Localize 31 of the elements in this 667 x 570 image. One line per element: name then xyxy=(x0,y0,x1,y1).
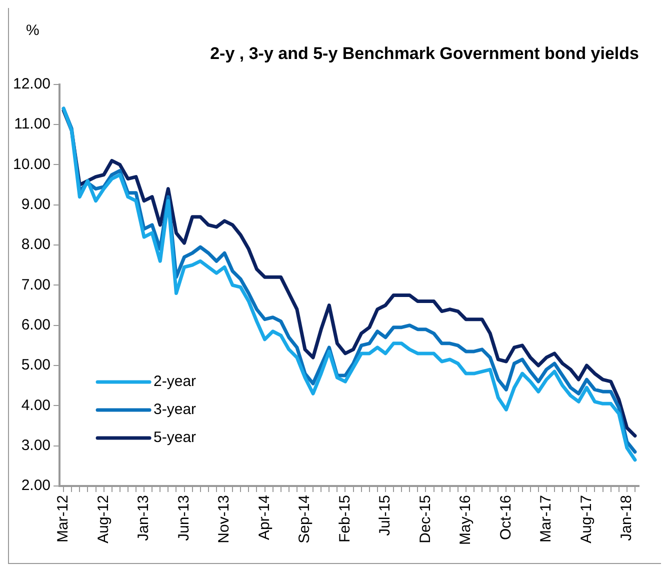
x-tick-label: Jan-13 xyxy=(135,494,152,541)
x-tick-label: Mar-17 xyxy=(538,494,555,542)
y-tick-label: 11.00 xyxy=(14,116,51,133)
x-tick-label: Aug-12 xyxy=(94,494,112,544)
x-tick-label: Jul-15 xyxy=(376,494,394,536)
y-tick-label: 10.00 xyxy=(12,156,51,173)
y-tick-label: 9.00 xyxy=(21,196,51,214)
x-tick-label: May-16 xyxy=(457,494,474,546)
x-tick-label: Feb-15 xyxy=(336,494,354,543)
x-tick-label: Dec-15 xyxy=(416,494,434,544)
y-tick-label: 4.00 xyxy=(21,396,51,414)
x-tick-label: Mar-12 xyxy=(54,494,72,542)
y-axis-title: % xyxy=(26,22,40,40)
y-tick-label: 12.00 xyxy=(12,76,51,93)
y-tick-label: 7.00 xyxy=(21,276,51,294)
legend-label: 3-year xyxy=(154,401,196,418)
chart-title: 2-y , 3-y and 5-y Benchmark Government bond yields xyxy=(210,44,639,63)
x-tick-label: Sep-14 xyxy=(296,494,314,544)
x-tick-label: Oct-16 xyxy=(497,494,514,540)
y-tick-label: 2.00 xyxy=(21,477,51,494)
y-tick-label: 8.00 xyxy=(21,236,51,254)
x-tick-label: Jun-13 xyxy=(175,494,192,541)
y-tick-label: 5.00 xyxy=(21,356,51,374)
legend-label: 2-year xyxy=(154,373,196,390)
y-tick-label: 3.00 xyxy=(21,436,51,454)
x-tick-label: Apr-14 xyxy=(256,494,273,540)
y-tick-label: 6.00 xyxy=(21,316,51,334)
legend-label: 5-year xyxy=(154,429,196,446)
x-tick-label: Aug-17 xyxy=(578,494,595,544)
x-tick-label: Nov-13 xyxy=(216,494,233,544)
x-tick-label: Jan-18 xyxy=(618,494,636,541)
